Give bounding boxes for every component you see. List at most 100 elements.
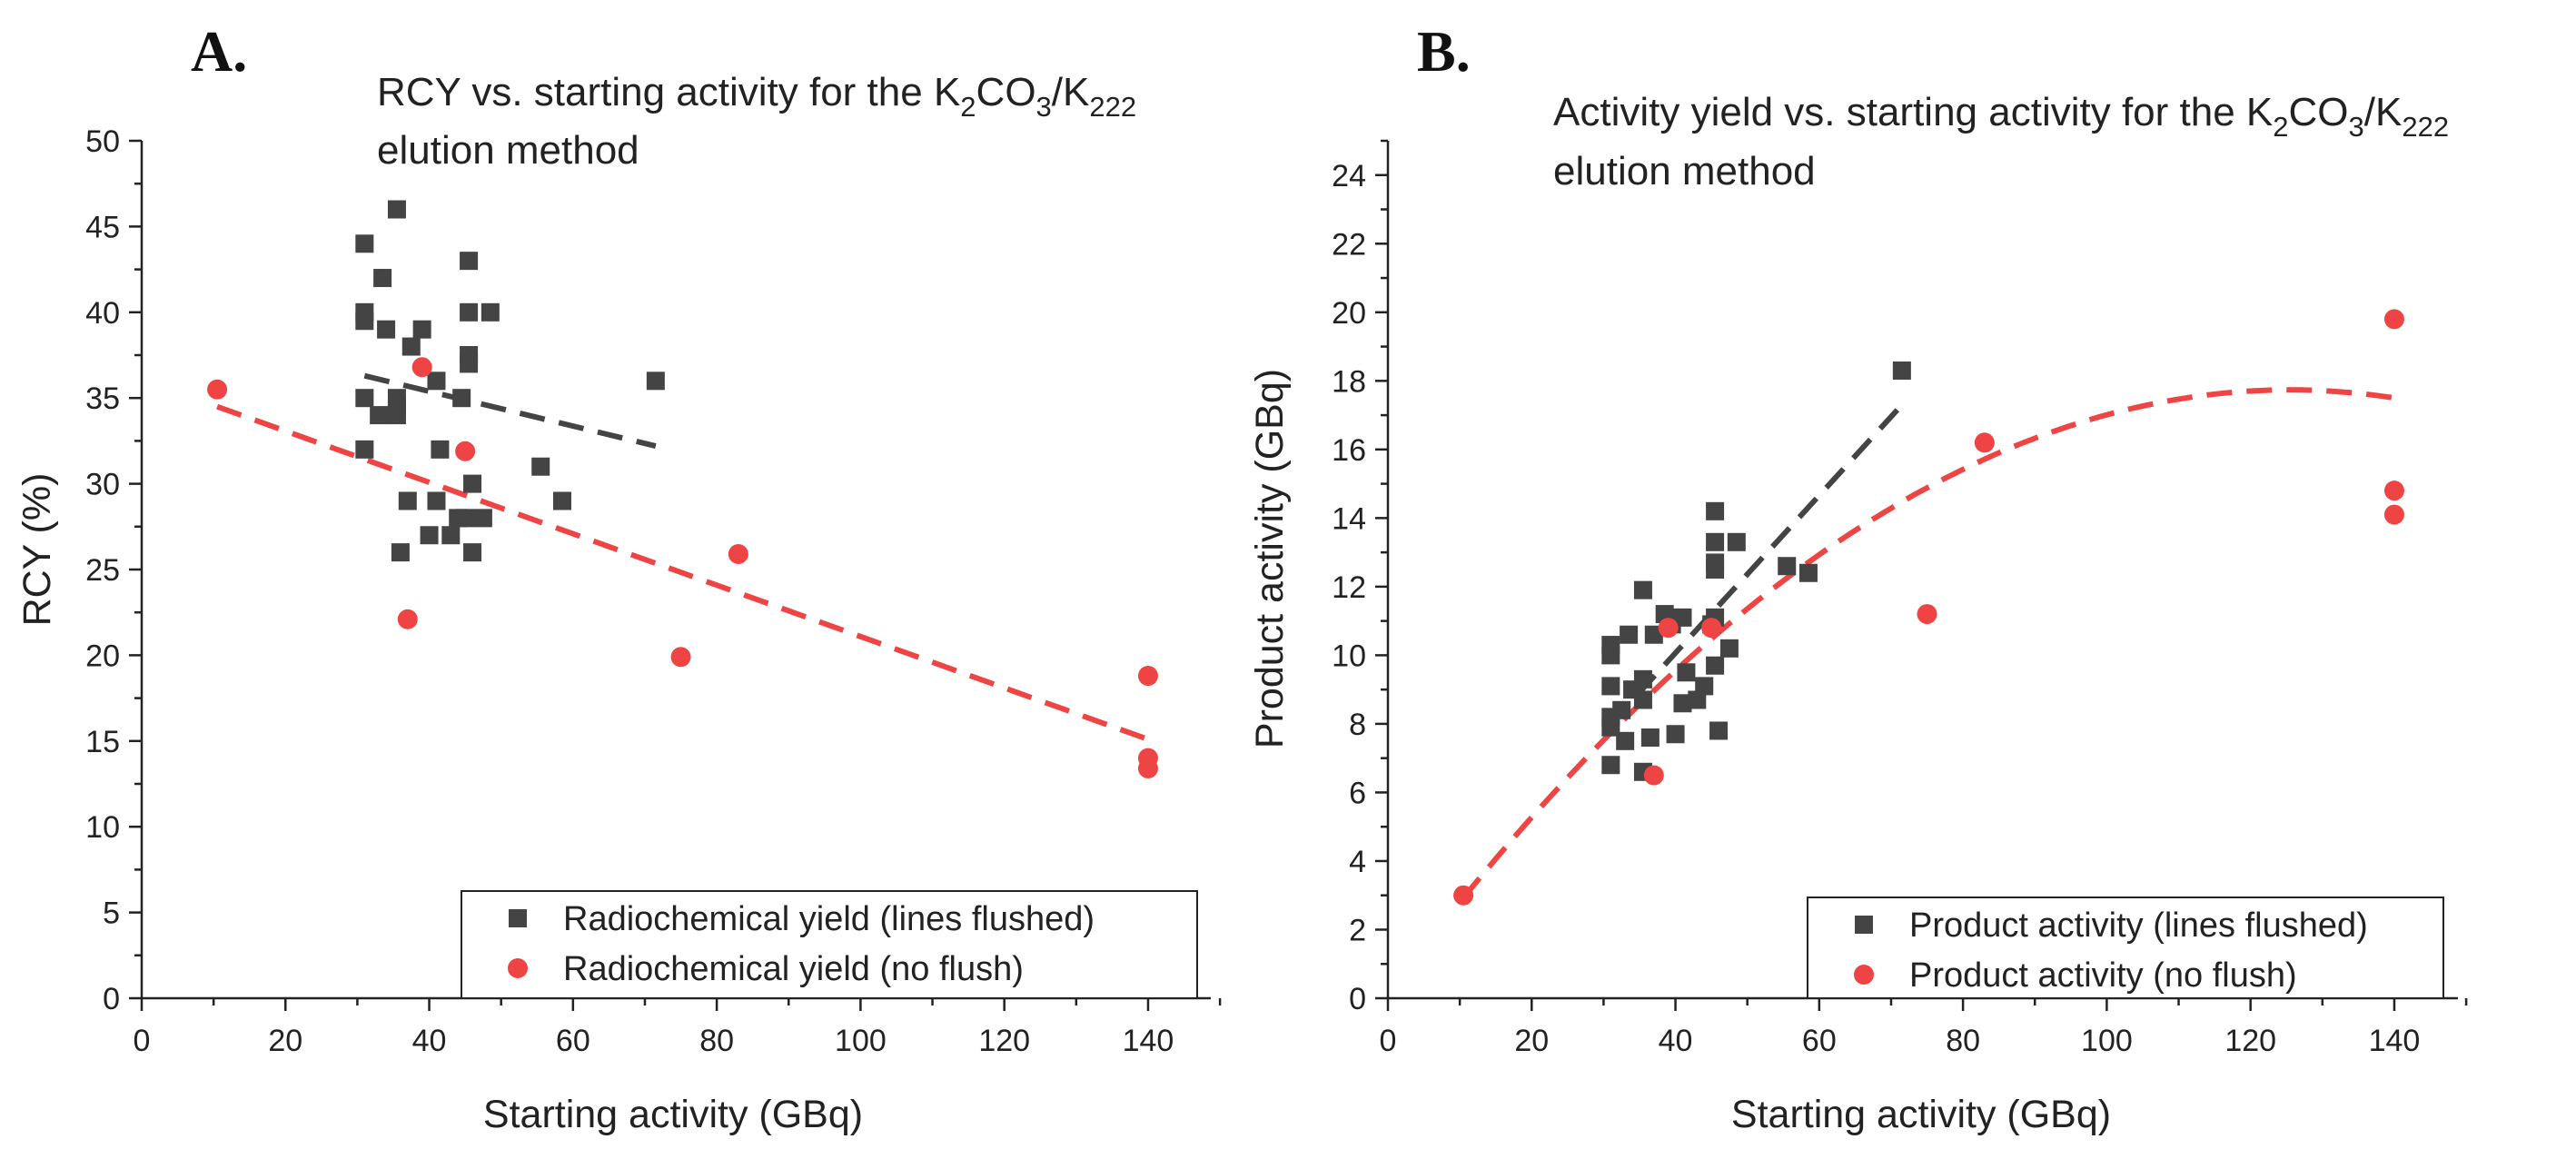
data-point-flushed xyxy=(1688,690,1707,709)
data-point-no-flush xyxy=(670,647,691,668)
panel-b: B. Activity yield vs. starting activity … xyxy=(1248,19,2468,1136)
y-tick-label: 22 xyxy=(1332,227,1366,262)
data-point-flushed xyxy=(431,440,450,459)
x-tick-label: 100 xyxy=(2081,1024,2133,1058)
data-point-flushed xyxy=(1633,690,1652,709)
x-tick-label: 80 xyxy=(699,1024,734,1058)
data-point-flushed xyxy=(1601,718,1620,737)
x-tick-label: 40 xyxy=(1659,1024,1693,1058)
legend-marker-square xyxy=(509,909,527,927)
legend-marker-square xyxy=(1855,916,1873,934)
title-part: 3 xyxy=(1036,91,1052,123)
x-tick-label: 40 xyxy=(412,1024,447,1058)
legend-label: Product activity (no flush) xyxy=(1909,956,2297,995)
data-point-no-flush xyxy=(1701,618,1722,639)
data-point-no-flush xyxy=(728,544,748,565)
data-point-flushed xyxy=(1706,656,1725,675)
data-point-flushed xyxy=(1620,625,1639,644)
legend: Product activity (lines flushed) Product … xyxy=(1807,896,2444,999)
data-point-flushed xyxy=(1798,563,1818,582)
trend-line-no-flush xyxy=(1461,387,2395,900)
legend-marker-circle xyxy=(1854,965,1874,985)
legend-box xyxy=(461,890,1198,999)
data-point-flushed xyxy=(452,389,471,408)
title-part: Activity yield vs. starting activity for… xyxy=(1553,90,2273,134)
y-tick-label: 14 xyxy=(1332,501,1366,536)
data-point-flushed xyxy=(355,312,374,331)
data-point-flushed xyxy=(1644,625,1663,644)
trend-line-no-flush xyxy=(216,403,1149,742)
title-part: elution method xyxy=(377,128,639,173)
data-point-flushed xyxy=(1633,669,1652,688)
y-tick-label: 45 xyxy=(85,210,120,244)
legend-label: Radiochemical yield (no flush) xyxy=(563,950,1024,988)
panel-b-y-axis-title: Product activity (GBq) xyxy=(1248,369,1292,748)
data-point-flushed xyxy=(427,491,446,510)
x-tick-label: 20 xyxy=(1514,1024,1549,1058)
title-part: 2 xyxy=(960,91,976,123)
data-point-flushed xyxy=(1601,646,1620,665)
data-point-flushed xyxy=(398,491,417,510)
panel-b-letter: B. xyxy=(1417,19,1471,84)
data-point-flushed xyxy=(473,509,492,528)
x-tick-label: 0 xyxy=(1380,1024,1397,1058)
y-tick-label: 20 xyxy=(85,639,120,673)
data-point-flushed xyxy=(373,269,392,288)
data-point-flushed xyxy=(531,457,550,476)
data-point-flushed xyxy=(460,302,479,322)
legend-marker-circle xyxy=(508,958,528,978)
data-point-flushed xyxy=(1677,663,1696,682)
data-point-flushed xyxy=(1601,756,1620,775)
data-point-flushed xyxy=(1673,608,1692,627)
title-part: /K xyxy=(1052,70,1090,114)
y-tick-label: 8 xyxy=(1349,708,1366,742)
y-tick-label: 6 xyxy=(1349,776,1366,810)
y-tick-label: 2 xyxy=(1349,913,1366,947)
data-point-flushed xyxy=(420,526,439,545)
title-part: 2 xyxy=(2273,111,2288,143)
legend-label: Product activity (lines flushed) xyxy=(1909,906,2368,945)
legend-label: Radiochemical yield (lines flushed) xyxy=(563,900,1095,938)
title-part: CO xyxy=(976,70,1036,114)
data-point-flushed xyxy=(481,302,500,322)
data-point-flushed xyxy=(1706,501,1725,520)
x-tick-label: 60 xyxy=(1802,1024,1837,1058)
data-point-flushed xyxy=(401,337,421,356)
data-point-no-flush xyxy=(397,609,418,629)
trend-line-flushed xyxy=(1609,402,1905,726)
data-point-no-flush xyxy=(207,379,228,400)
data-point-flushed xyxy=(1778,557,1797,576)
data-point-no-flush xyxy=(1137,666,1158,687)
x-tick-label: 120 xyxy=(978,1024,1030,1058)
data-point-flushed xyxy=(391,543,410,562)
data-point-no-flush xyxy=(2383,480,2404,501)
data-point-flushed xyxy=(1892,361,1911,380)
panel-b-title: Activity yield vs. starting activity for… xyxy=(1553,90,2449,193)
legend-box xyxy=(1807,896,2444,999)
data-point-flushed xyxy=(370,406,389,425)
data-point-flushed xyxy=(427,371,446,391)
panel-a-x-axis-title: Starting activity (GBq) xyxy=(483,1093,863,1136)
y-tick-label: 10 xyxy=(1332,639,1366,673)
data-point-flushed xyxy=(646,371,665,391)
data-point-no-flush xyxy=(2383,309,2404,330)
title-part: 3 xyxy=(2349,111,2364,143)
data-point-flushed xyxy=(460,252,479,271)
data-point-flushed xyxy=(441,526,461,545)
title-part: /K xyxy=(2364,90,2403,134)
y-tick-label: 12 xyxy=(1332,570,1366,605)
data-point-flushed xyxy=(355,234,374,253)
data-point-flushed xyxy=(387,406,406,425)
panel-a-plot: 0 20 40 60 80 100 120 140 0 5 10 15 20 25 30 35 40 45 50 Ra… xyxy=(85,124,1222,1058)
data-point-flushed xyxy=(1666,725,1685,744)
y-tick-label: 15 xyxy=(85,725,120,759)
x-tick-label: 0 xyxy=(134,1024,151,1058)
data-point-flushed xyxy=(412,320,431,339)
y-tick-label: 0 xyxy=(103,982,120,1016)
data-point-no-flush xyxy=(1974,432,1995,453)
data-point-no-flush xyxy=(2383,504,2404,525)
y-tick-label: 40 xyxy=(85,296,120,331)
data-point-no-flush xyxy=(1453,885,1474,906)
data-point-flushed xyxy=(456,509,475,528)
